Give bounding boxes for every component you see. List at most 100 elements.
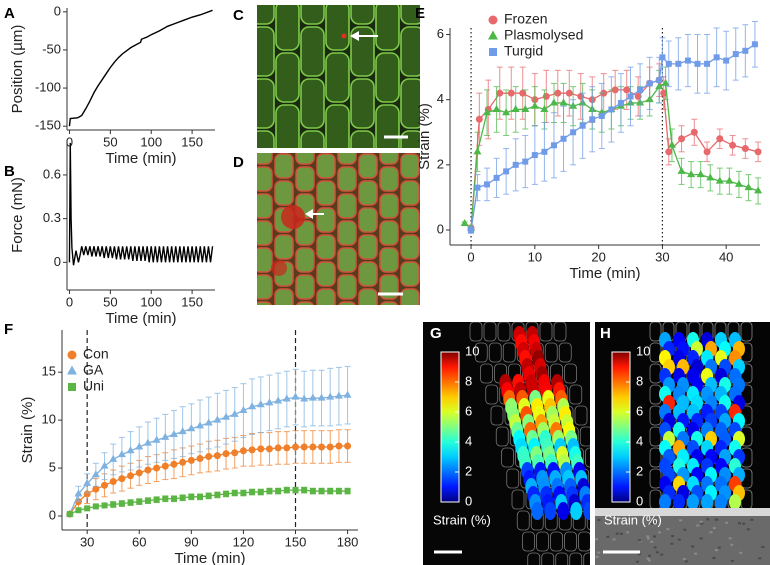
colorbar-h: 0 2 4 6 8 10 Strain (%)	[604, 343, 662, 527]
x-tick-label: 100	[140, 134, 162, 149]
colorbar-tick-label: 8	[636, 373, 643, 388]
marker	[335, 442, 343, 450]
x-axis-label: Time (min)	[569, 265, 640, 282]
colorbar-tick-label: 6	[636, 403, 643, 418]
texture	[699, 520, 703, 523]
cell	[400, 5, 420, 25]
texture	[739, 551, 743, 554]
marker	[549, 98, 558, 106]
cell	[531, 502, 544, 520]
texture	[709, 531, 713, 534]
cell	[274, 180, 294, 206]
texture	[715, 549, 719, 552]
texture	[758, 557, 762, 560]
marker	[265, 398, 274, 406]
y-tick-label: -150	[35, 118, 61, 133]
marker	[223, 490, 230, 497]
cell	[337, 274, 357, 300]
marker	[265, 445, 273, 453]
marker	[248, 446, 256, 454]
cell-outline	[569, 384, 583, 405]
cell	[544, 502, 557, 520]
marker	[530, 101, 539, 109]
cell	[358, 261, 378, 287]
texture	[714, 518, 718, 521]
marker	[283, 487, 290, 494]
marker	[275, 488, 282, 495]
marker	[344, 442, 352, 450]
cell-outline	[564, 363, 577, 384]
marker	[109, 454, 118, 462]
marker	[716, 135, 724, 143]
texture	[649, 519, 653, 522]
panel-letter: E	[415, 5, 425, 22]
x-tick-label: 40	[719, 249, 733, 264]
marker	[554, 89, 562, 97]
colorbar-tick-label: 2	[636, 463, 643, 478]
cell	[350, 130, 375, 148]
legend-label: Frozen	[504, 11, 548, 27]
marker	[675, 60, 682, 67]
cell-outline	[574, 405, 588, 426]
marker	[715, 176, 724, 184]
texture	[654, 521, 658, 524]
marker	[661, 78, 670, 86]
legend-label: Uni	[83, 378, 104, 394]
cell	[316, 153, 336, 179]
marker	[565, 89, 573, 97]
marker	[178, 427, 187, 435]
legend-marker	[67, 350, 77, 360]
cell-outline	[536, 531, 549, 552]
x-tick-label: 0	[467, 249, 474, 264]
marker	[665, 148, 673, 156]
y-tick-label: 10	[42, 412, 56, 427]
cell	[325, 104, 350, 148]
cell-outline	[649, 426, 662, 447]
cell	[375, 5, 400, 51]
marker	[239, 447, 247, 455]
cell	[316, 261, 336, 287]
marker	[197, 493, 204, 500]
x-tick-label: 150	[285, 534, 307, 549]
cell	[316, 207, 336, 233]
cell-outline	[522, 531, 535, 552]
colorbar-tick-label: 4	[636, 433, 643, 448]
cell	[295, 274, 315, 300]
marker	[205, 453, 213, 461]
legend-label: GA	[83, 362, 104, 378]
cell	[400, 180, 420, 206]
cell	[400, 78, 420, 129]
arrow-head	[350, 31, 359, 41]
texture	[647, 559, 651, 562]
marker	[144, 466, 152, 474]
marker	[83, 478, 92, 486]
marker	[74, 489, 83, 497]
cell	[257, 166, 273, 192]
texture	[742, 522, 746, 525]
cell-outline	[502, 342, 516, 363]
marker	[135, 442, 144, 450]
arrow-head	[305, 209, 313, 219]
cell	[358, 288, 378, 305]
texture	[712, 527, 716, 530]
texture	[679, 519, 683, 522]
marker	[678, 135, 686, 143]
marker	[144, 497, 151, 504]
cell	[316, 180, 336, 206]
marker	[475, 115, 483, 123]
series-line	[470, 43, 756, 231]
marker	[230, 409, 239, 417]
cell	[375, 52, 400, 103]
marker	[511, 104, 520, 112]
marker	[187, 456, 195, 464]
cell-outline	[740, 384, 753, 405]
cell-outline	[649, 447, 662, 468]
cell	[257, 26, 275, 77]
cell	[275, 316, 293, 340]
cell	[325, 5, 350, 51]
colorbar-g: 0 2 4 6 8 10 Strain (%)	[433, 343, 491, 527]
marker	[608, 106, 615, 113]
cell-outline	[539, 322, 553, 342]
texture	[595, 538, 599, 541]
